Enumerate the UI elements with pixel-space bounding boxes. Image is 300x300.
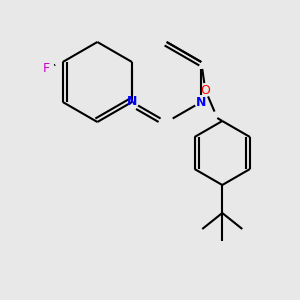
Text: N: N [196,95,206,109]
Text: O: O [200,83,210,97]
Text: N: N [127,95,137,109]
Text: F: F [43,61,50,74]
